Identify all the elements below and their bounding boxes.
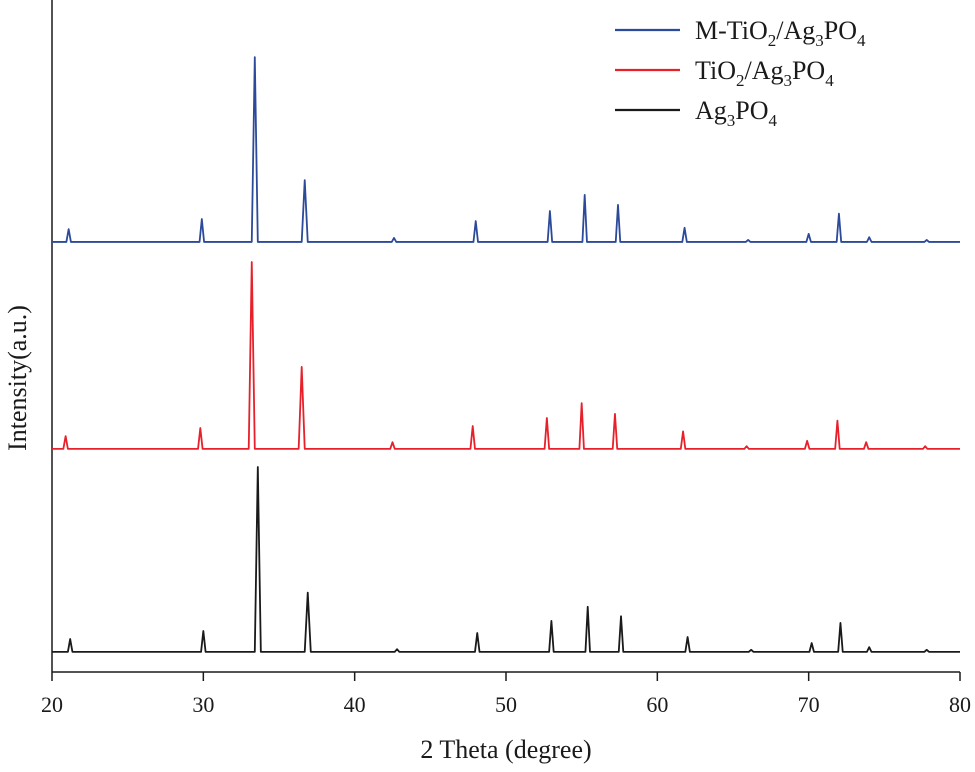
y-axis-label: Intensity(a.u.) bbox=[3, 305, 32, 451]
x-tick-label: 40 bbox=[344, 692, 366, 717]
x-tick-label: 50 bbox=[495, 692, 517, 717]
x-tick-label: 30 bbox=[192, 692, 214, 717]
x-tick-label: 70 bbox=[798, 692, 820, 717]
series-line bbox=[52, 56, 960, 243]
x-axis-label: 2 Theta (degree) bbox=[420, 735, 591, 764]
legend-label: TiO2/Ag3PO4 bbox=[695, 56, 834, 90]
series-line bbox=[52, 466, 960, 653]
x-tick-label: 60 bbox=[646, 692, 668, 717]
legend-label: M-TiO2/Ag3PO4 bbox=[695, 16, 866, 50]
x-tick-label: 20 bbox=[41, 692, 63, 717]
legend-label: Ag3PO4 bbox=[695, 96, 778, 130]
series-line bbox=[52, 261, 960, 450]
x-tick-label: 80 bbox=[949, 692, 971, 717]
